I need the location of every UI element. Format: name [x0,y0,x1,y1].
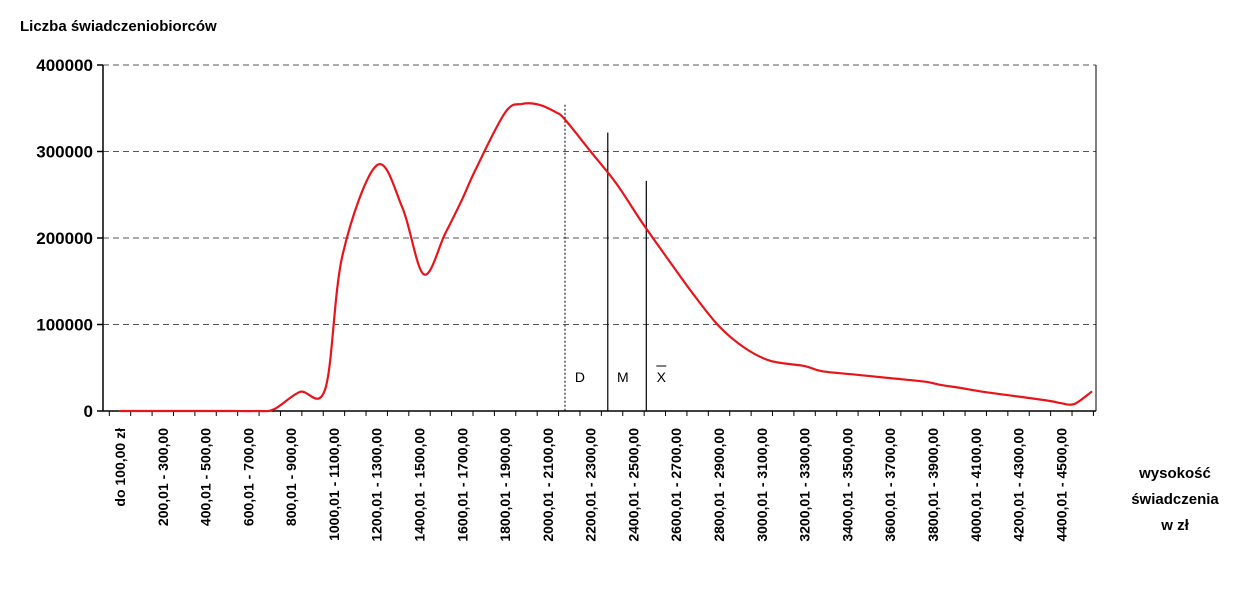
x-tick-label: 2400,01 - 2500,00 [625,428,641,542]
x-tick-label: 3600,01 - 3700,00 [882,428,898,542]
x-axis-title-line: świadczenia [1131,491,1219,508]
x-tick-label: 4400,01 - 4500,00 [1053,428,1069,542]
x-tick-label: 1400,01 - 1500,00 [412,428,428,542]
x-tick-label: 3800,01 - 3900,00 [925,428,941,542]
x-tick-label: 600,01 - 700,00 [240,428,256,526]
marker-label-d: D [575,369,585,385]
x-tick-label: 1200,01 - 1300,00 [369,428,385,542]
x-tick-label: 2800,01 - 2900,00 [711,428,727,542]
y-tick-label: 0 [84,402,93,421]
x-axis-ticks: do 100,00 zł 200,01 - 300,00 400,01 - 500,… [108,411,1094,542]
gridlines [103,64,1096,325]
x-tick-label: 200,01 - 300,00 [155,428,171,526]
y-tick-label: 400000 [36,56,93,75]
y-axis-title: Liczba świadczeniobiorców [20,18,217,35]
x-tick-label: 1600,01 - 1700,00 [454,428,470,542]
x-tick-label: 2600,01 - 2700,00 [668,428,684,542]
x-tick-label: 1800,01 - 1900,00 [497,428,513,542]
x-axis-title: wysokość świadczenia w zł [1131,465,1219,534]
x-tick-label: 2200,01 - 2300,00 [583,428,599,542]
marker-label-m: M [617,369,629,385]
marker-label-x: X [657,369,667,385]
series-line [118,102,1093,413]
x-tick-label: 400,01 - 500,00 [198,428,214,526]
y-axis-ticks: 0 100000 200000 300000 400000 [36,56,103,421]
x-tick-label: 3000,01 - 3100,00 [754,428,770,542]
x-tick-label: do 100,00 zł [112,428,128,507]
x-tick-label: 4000,01 - 4100,00 [968,428,984,542]
x-tick-label: 800,01 - 900,00 [283,428,299,526]
x-tick-label: 3400,01 - 3500,00 [839,428,855,542]
x-axis-title-line: wysokość [1138,465,1211,482]
y-tick-label: 300000 [36,143,93,162]
x-tick-label: 4200,01 - 4300,00 [1011,428,1027,542]
x-axis-title-line: w zł [1160,517,1189,534]
x-tick-label: 2000,01 - 2100,00 [540,428,556,542]
x-tick-label: 1000,01 - 1100,00 [326,428,342,541]
x-tick-label: 3200,01 - 3300,00 [797,428,813,542]
y-tick-label: 200000 [36,229,93,248]
y-tick-label: 100000 [36,316,93,335]
